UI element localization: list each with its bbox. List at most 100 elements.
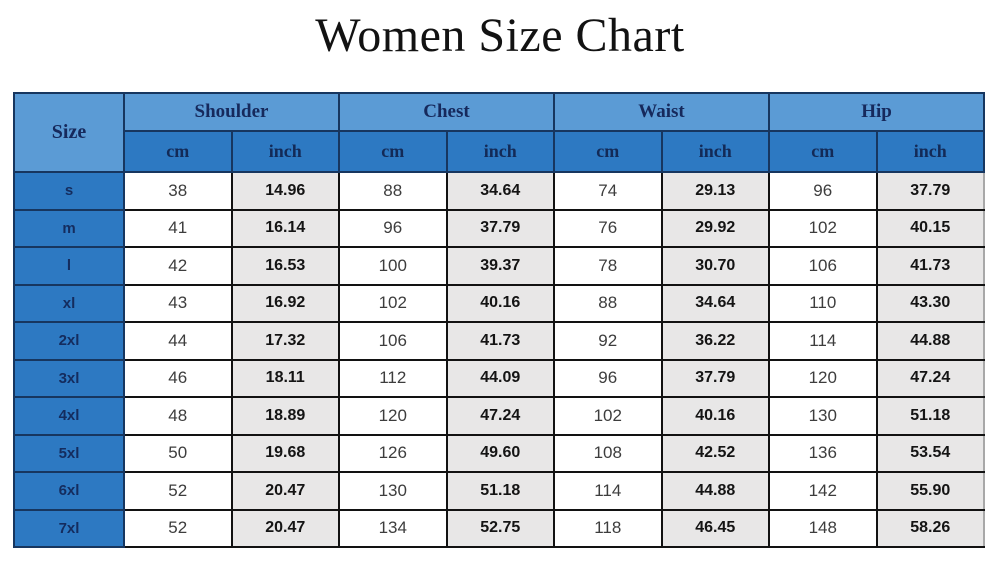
shoulder-inch-value: 18.89 [230,396,340,436]
table-row: 6xl 52 20.47 130 51.18 114 44.88 142 55.… [13,471,985,511]
unit-header-hip-inch: inch [875,130,985,173]
hip-inch-value: 37.79 [875,171,985,211]
waist-cm-value: 92 [553,321,663,361]
chest-inch-value: 34.64 [445,171,555,211]
group-header-shoulder: Shoulder [123,92,340,132]
hip-cm-value: 130 [768,396,878,436]
group-header-waist: Waist [553,92,770,132]
hip-inch-value: 47.24 [875,358,985,398]
shoulder-inch-value: 16.14 [230,208,340,248]
waist-cm-value: 108 [553,433,663,473]
chest-cm-value: 100 [338,246,448,286]
shoulder-cm-value: 46 [123,358,233,398]
waist-cm-value: 114 [553,471,663,511]
hip-cm-value: 148 [768,508,878,548]
shoulder-inch-value: 19.68 [230,433,340,473]
hip-inch-value: 51.18 [875,396,985,436]
shoulder-inch-value: 18.11 [230,358,340,398]
shoulder-inch-value: 14.96 [230,171,340,211]
table-row: 3xl 46 18.11 112 44.09 96 37.79 120 47.2… [13,358,985,398]
chest-inch-value: 47.24 [445,396,555,436]
size-label: 4xl [13,396,125,436]
hip-cm-value: 106 [768,246,878,286]
size-label: l [13,246,125,286]
waist-inch-value: 36.22 [660,321,770,361]
unit-header-waist-cm: cm [553,130,663,173]
shoulder-cm-value: 42 [123,246,233,286]
chest-cm-value: 126 [338,433,448,473]
hip-inch-value: 44.88 [875,321,985,361]
shoulder-cm-value: 52 [123,471,233,511]
waist-inch-value: 29.92 [660,208,770,248]
table-body: s 38 14.96 88 34.64 74 29.13 96 37.79 m … [13,171,985,548]
table-row: s 38 14.96 88 34.64 74 29.13 96 37.79 [13,171,985,211]
table-row: l 42 16.53 100 39.37 78 30.70 106 41.73 [13,246,985,286]
waist-inch-value: 37.79 [660,358,770,398]
unit-header-waist-inch: inch [660,130,770,173]
shoulder-cm-value: 52 [123,508,233,548]
hip-cm-value: 96 [768,171,878,211]
group-header-row: Size Shoulder Chest Waist Hip [13,92,985,173]
hip-cm-value: 114 [768,321,878,361]
hip-inch-value: 55.90 [875,471,985,511]
chest-cm-value: 102 [338,283,448,323]
page-title: Women Size Chart [315,9,685,62]
shoulder-cm-value: 50 [123,433,233,473]
table-row: 2xl 44 17.32 106 41.73 92 36.22 114 44.8… [13,321,985,361]
hip-cm-value: 136 [768,433,878,473]
waist-cm-value: 118 [553,508,663,548]
table-row: m 41 16.14 96 37.79 76 29.92 102 40.15 [13,208,985,248]
shoulder-inch-value: 20.47 [230,508,340,548]
hip-cm-value: 110 [768,283,878,323]
group-header-hip: Hip [768,92,985,132]
hip-inch-value: 43.30 [875,283,985,323]
size-column-header: Size [13,92,125,173]
unit-header-shoulder-cm: cm [123,130,233,173]
chest-inch-value: 40.16 [445,283,555,323]
waist-inch-value: 42.52 [660,433,770,473]
size-label: 2xl [13,321,125,361]
shoulder-cm-value: 44 [123,321,233,361]
waist-inch-value: 34.64 [660,283,770,323]
chest-inch-value: 41.73 [445,321,555,361]
shoulder-cm-value: 41 [123,208,233,248]
unit-header-shoulder-inch: inch [230,130,340,173]
chest-inch-value: 37.79 [445,208,555,248]
table-row: 5xl 50 19.68 126 49.60 108 42.52 136 53.… [13,433,985,473]
waist-inch-value: 40.16 [660,396,770,436]
shoulder-inch-value: 16.53 [230,246,340,286]
shoulder-inch-value: 17.32 [230,321,340,361]
waist-cm-value: 96 [553,358,663,398]
waist-inch-value: 29.13 [660,171,770,211]
waist-cm-value: 78 [553,246,663,286]
hip-inch-value: 58.26 [875,508,985,548]
size-label: 5xl [13,433,125,473]
waist-cm-value: 76 [553,208,663,248]
size-label: 6xl [13,471,125,511]
chest-inch-value: 52.75 [445,508,555,548]
hip-inch-value: 41.73 [875,246,985,286]
hip-inch-value: 53.54 [875,433,985,473]
chest-inch-value: 44.09 [445,358,555,398]
shoulder-inch-value: 16.92 [230,283,340,323]
unit-header-chest-cm: cm [338,130,448,173]
hip-cm-value: 102 [768,208,878,248]
chest-cm-value: 88 [338,171,448,211]
chest-cm-value: 106 [338,321,448,361]
waist-cm-value: 88 [553,283,663,323]
table-row: 7xl 52 20.47 134 52.75 118 46.45 148 58.… [13,508,985,548]
chest-cm-value: 130 [338,471,448,511]
table-row: 4xl 48 18.89 120 47.24 102 40.16 130 51.… [13,396,985,436]
chest-inch-value: 51.18 [445,471,555,511]
size-label: s [13,171,125,211]
chest-inch-value: 49.60 [445,433,555,473]
chest-cm-value: 134 [338,508,448,548]
hip-cm-value: 120 [768,358,878,398]
unit-header-row: cm inch cm inch cm inch cm inch [14,130,985,173]
waist-inch-value: 46.45 [660,508,770,548]
unit-header-chest-inch: inch [445,130,555,173]
waist-inch-value: 30.70 [660,246,770,286]
size-label: xl [13,283,125,323]
shoulder-cm-value: 48 [123,396,233,436]
